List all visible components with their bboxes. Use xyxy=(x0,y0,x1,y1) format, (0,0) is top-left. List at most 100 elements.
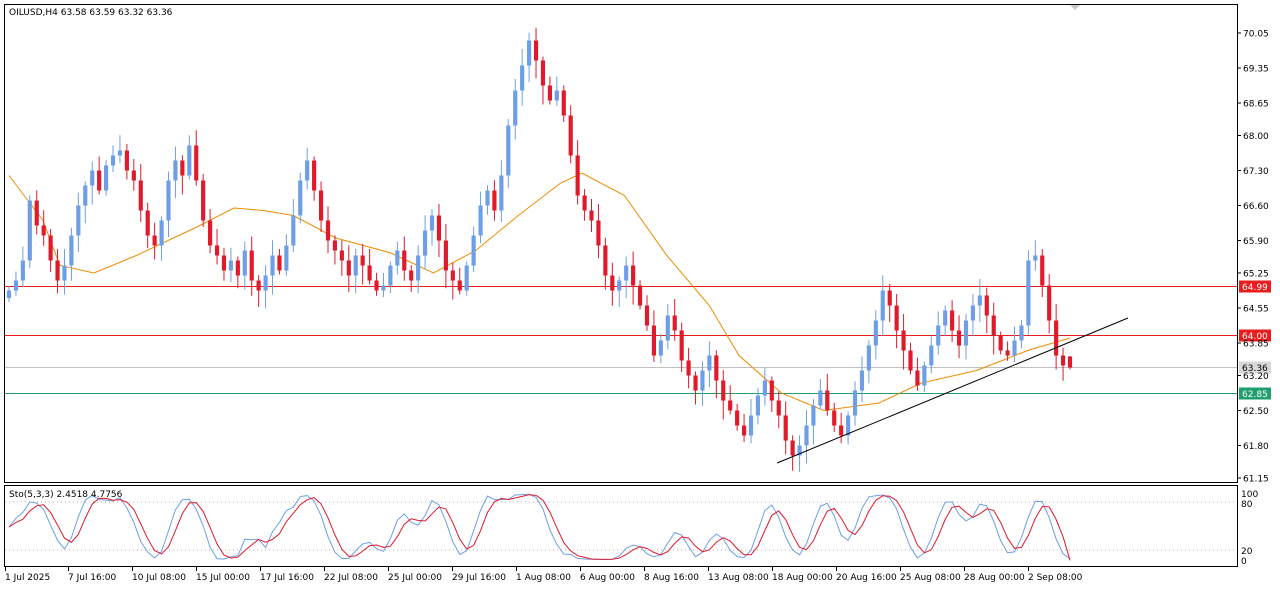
time-tick-label: 28 Aug 00:00 xyxy=(964,573,1025,583)
candle xyxy=(235,260,240,276)
candle xyxy=(159,220,164,246)
candle xyxy=(457,280,462,291)
candle xyxy=(533,40,539,61)
candle xyxy=(381,285,386,291)
candle xyxy=(13,280,19,291)
candle xyxy=(672,315,677,331)
candle xyxy=(76,205,81,236)
candle xyxy=(1019,325,1024,341)
candle xyxy=(138,180,143,211)
stoch-axis-label: 100 xyxy=(1241,490,1258,500)
candle xyxy=(443,240,448,271)
time-tick-label: 1 Jul 2025 xyxy=(5,573,50,583)
candle xyxy=(173,160,178,181)
candle xyxy=(464,265,469,291)
time-tick-label: 13 Aug 08:00 xyxy=(708,573,769,583)
candle xyxy=(658,340,663,356)
candle xyxy=(735,410,740,426)
trendline[interactable] xyxy=(776,317,1129,464)
time-tick-label: 18 Aug 00:00 xyxy=(772,573,833,583)
candle xyxy=(1012,340,1017,356)
candle xyxy=(894,305,899,331)
candle xyxy=(603,245,608,276)
candle xyxy=(180,160,185,176)
price-tick-label: 64.55 xyxy=(1243,305,1269,315)
candle xyxy=(610,275,615,291)
main-pane[interactable] xyxy=(4,4,1238,483)
time-tick-label: 8 Aug 16:00 xyxy=(644,573,699,583)
candle xyxy=(249,250,254,281)
candle xyxy=(554,90,559,101)
candle xyxy=(228,260,233,271)
candle xyxy=(201,180,206,221)
candle xyxy=(214,245,220,256)
price-label-box xyxy=(1239,280,1271,293)
candle xyxy=(1047,285,1052,321)
candle xyxy=(790,440,795,456)
candle xyxy=(728,400,733,411)
candle xyxy=(762,380,767,396)
candle xyxy=(825,390,830,411)
candle xyxy=(513,90,518,126)
candle xyxy=(97,170,102,191)
candle xyxy=(644,305,650,326)
candle xyxy=(312,160,317,191)
time-tick-label: 15 Jul 00:00 xyxy=(196,573,250,583)
candle xyxy=(131,170,136,181)
candle xyxy=(700,370,705,391)
candle xyxy=(950,310,955,331)
candle xyxy=(859,370,865,391)
candle xyxy=(242,250,247,276)
candle xyxy=(436,215,442,241)
candle xyxy=(596,220,601,246)
time-tick-label: 7 Jul 16:00 xyxy=(68,573,117,583)
chart-shift-marker[interactable] xyxy=(1070,5,1080,10)
candle xyxy=(818,390,823,406)
candle xyxy=(485,190,490,206)
price-label: 62.85 xyxy=(1242,390,1268,400)
price-axis[interactable]: 64.99 64.00 63.36 62.85 70.05 69.35 68.65 68.00… xyxy=(1237,30,1271,485)
candle xyxy=(104,165,109,191)
candle xyxy=(450,270,455,281)
candle xyxy=(852,390,858,416)
candle xyxy=(325,220,331,241)
candle xyxy=(284,245,289,271)
time-axis[interactable]: 1 Jul 2025 7 Jul 16:00 10 Jul 08:00 15 Jul … xyxy=(5,567,1083,583)
candle xyxy=(1067,356,1073,368)
price-label: 64.99 xyxy=(1242,283,1268,293)
candle xyxy=(651,325,657,356)
candle xyxy=(922,365,927,386)
candle xyxy=(527,40,532,66)
candle xyxy=(152,235,157,246)
candle xyxy=(6,290,12,298)
price-tick-label: 68.65 xyxy=(1243,100,1269,110)
candle xyxy=(208,220,213,246)
candle xyxy=(1040,255,1045,286)
candle xyxy=(970,305,975,321)
price-tick-label: 65.25 xyxy=(1243,270,1269,280)
candle xyxy=(846,415,851,436)
candle xyxy=(291,215,296,246)
time-tick-label: 25 Aug 08:00 xyxy=(900,573,961,583)
candle xyxy=(991,315,996,336)
price-tick-label: 70.05 xyxy=(1243,30,1269,40)
stoch-axis-label: 20 xyxy=(1241,547,1253,557)
candle xyxy=(797,445,802,456)
time-tick-label: 20 Aug 16:00 xyxy=(836,573,897,583)
candle xyxy=(665,315,670,341)
time-tick-label: 17 Jul 16:00 xyxy=(260,573,314,583)
candle xyxy=(963,320,969,346)
candle xyxy=(55,260,60,281)
candle xyxy=(707,355,712,371)
candle xyxy=(901,330,906,351)
candle xyxy=(873,320,878,346)
candle xyxy=(984,295,989,316)
candles xyxy=(6,27,1073,472)
candle xyxy=(20,260,25,281)
candle xyxy=(1033,255,1038,261)
support-trendline xyxy=(776,317,1129,464)
candle xyxy=(34,200,39,226)
candle xyxy=(783,415,788,441)
candle xyxy=(270,255,275,276)
